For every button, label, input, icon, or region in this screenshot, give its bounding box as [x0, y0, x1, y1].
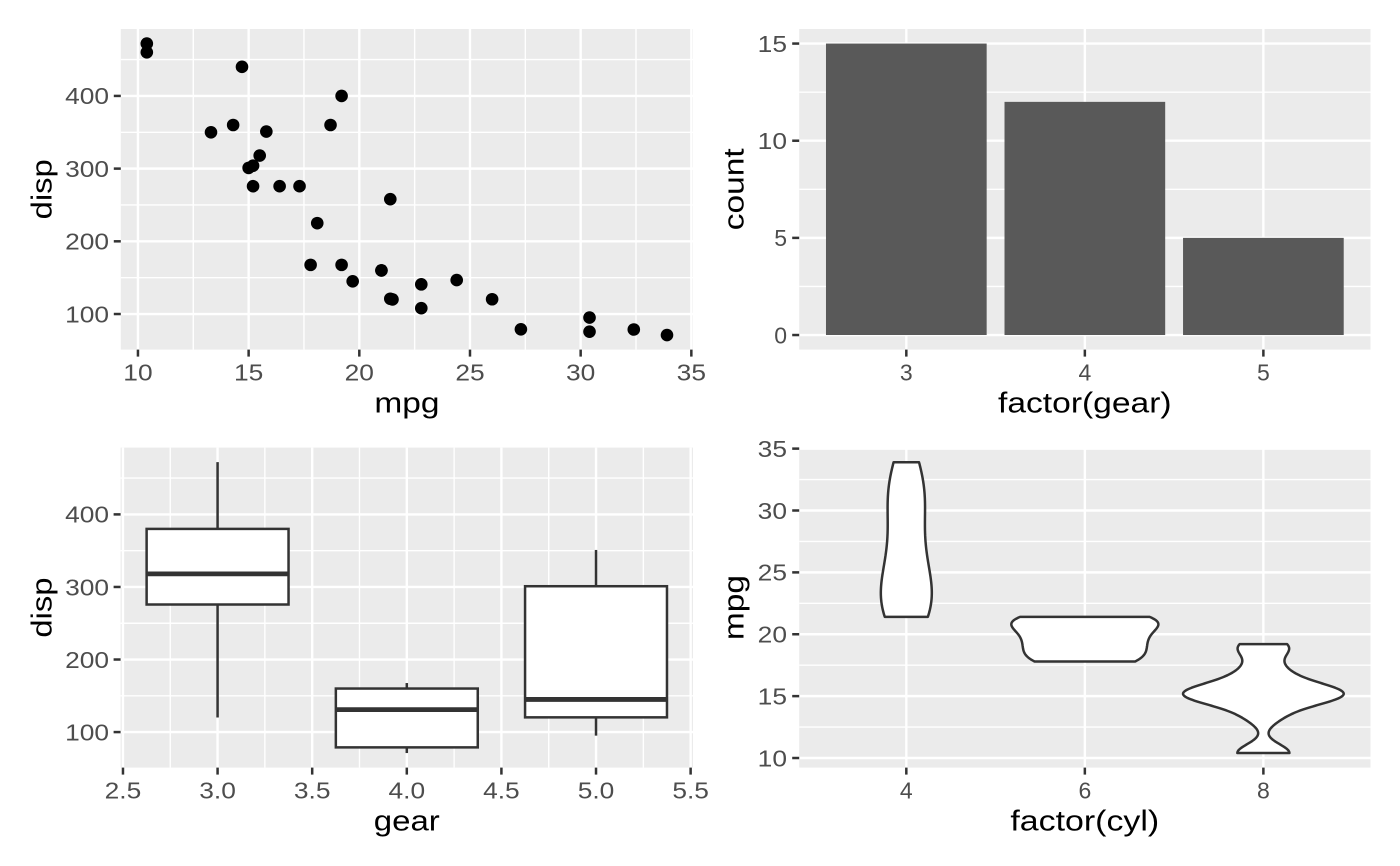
svg-text:count: count — [718, 148, 750, 230]
svg-text:8: 8 — [1257, 777, 1270, 803]
svg-text:20: 20 — [758, 622, 787, 648]
svg-text:6: 6 — [1078, 777, 1091, 803]
svg-text:15: 15 — [758, 683, 787, 709]
svg-text:10: 10 — [758, 128, 787, 154]
svg-text:3: 3 — [900, 359, 913, 385]
svg-text:30: 30 — [758, 498, 787, 524]
svg-text:35: 35 — [677, 359, 706, 385]
svg-text:30: 30 — [566, 359, 595, 385]
svg-text:2.5: 2.5 — [105, 777, 142, 803]
svg-text:disp: disp — [27, 159, 59, 219]
svg-text:4: 4 — [900, 777, 913, 803]
svg-text:200: 200 — [65, 229, 109, 255]
svg-text:gear: gear — [374, 806, 440, 838]
svg-text:5: 5 — [1257, 359, 1270, 385]
svg-text:15: 15 — [234, 359, 263, 385]
svg-text:4.0: 4.0 — [389, 777, 426, 803]
svg-text:400: 400 — [65, 83, 109, 109]
svg-text:mpg: mpg — [718, 575, 750, 640]
svg-text:factor(cyl): factor(cyl) — [1010, 806, 1159, 838]
svg-text:5.0: 5.0 — [578, 777, 615, 803]
svg-text:3.5: 3.5 — [294, 777, 331, 803]
svg-text:25: 25 — [455, 359, 484, 385]
svg-text:0: 0 — [774, 322, 787, 348]
svg-text:300: 300 — [65, 156, 109, 182]
svg-text:factor(gear): factor(gear) — [998, 387, 1172, 419]
svg-text:25: 25 — [758, 560, 787, 586]
svg-text:20: 20 — [345, 359, 374, 385]
svg-text:200: 200 — [65, 647, 109, 673]
svg-text:4: 4 — [1078, 359, 1091, 385]
svg-text:10: 10 — [758, 745, 787, 771]
svg-text:5: 5 — [774, 225, 787, 251]
svg-text:5.5: 5.5 — [672, 777, 709, 803]
svg-text:mpg: mpg — [374, 387, 439, 419]
svg-text:4.5: 4.5 — [483, 777, 520, 803]
svg-text:3.0: 3.0 — [199, 777, 236, 803]
svg-text:35: 35 — [758, 436, 787, 462]
svg-text:15: 15 — [758, 31, 787, 57]
svg-text:100: 100 — [65, 301, 109, 327]
svg-text:400: 400 — [65, 502, 109, 528]
svg-text:100: 100 — [65, 719, 109, 745]
svg-text:disp: disp — [27, 578, 59, 638]
svg-text:300: 300 — [65, 574, 109, 600]
svg-text:10: 10 — [123, 359, 152, 385]
